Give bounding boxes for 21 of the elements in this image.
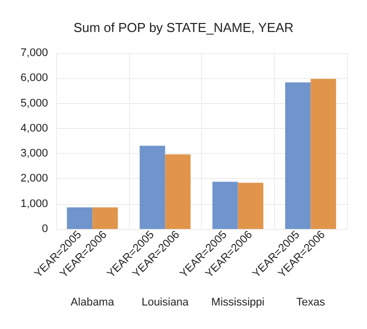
- bar: [165, 154, 191, 229]
- y-tick-label: 2,000: [20, 172, 48, 185]
- y-tick-label: 5,000: [20, 97, 48, 110]
- y-tick-label: 7,000: [20, 47, 48, 59]
- bar: [140, 146, 166, 229]
- bar: [66, 207, 92, 229]
- bar: [285, 82, 311, 229]
- y-tick-label: 0: [42, 223, 48, 235]
- x-tick-label: Alabama: [70, 296, 115, 308]
- x-tick-label: Texas: [296, 296, 326, 308]
- x-tick-label: Mississippi: [211, 296, 264, 308]
- bar: [212, 182, 238, 229]
- y-tick-label: 3,000: [20, 148, 48, 160]
- chart-title: Sum of POP by STATE_NAME, YEAR: [73, 20, 294, 35]
- bar: [92, 207, 118, 229]
- x-tick-label: Louisiana: [142, 296, 190, 308]
- y-tick-label: 6,000: [20, 72, 48, 84]
- bar: [310, 78, 336, 229]
- bar: [238, 182, 264, 229]
- y-tick-label: 4,000: [20, 122, 48, 134]
- y-tick-label: 1,000: [20, 198, 48, 210]
